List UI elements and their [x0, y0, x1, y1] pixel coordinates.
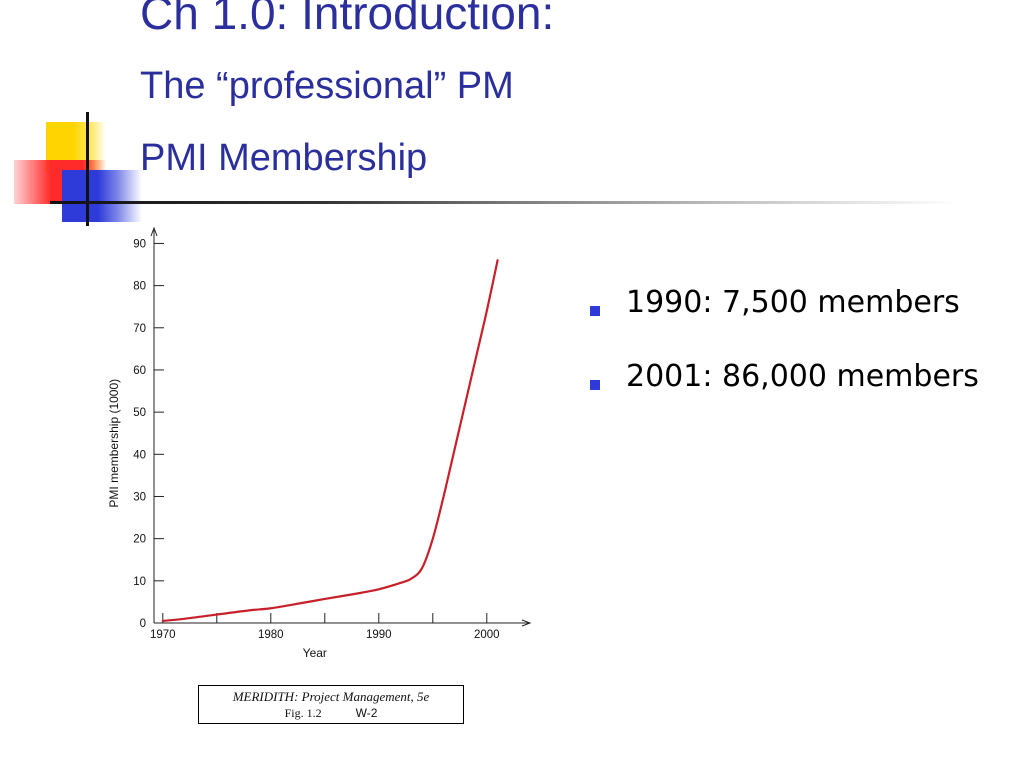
y-tick-label: 80 [133, 281, 146, 293]
bullet-item: 2001: 86,000 members [588, 358, 1008, 394]
caption-source: MERIDITH: Project Management, 5e [232, 689, 430, 704]
slide-title: Ch 1.0: Introduction: [140, 0, 555, 39]
y-tick-label: 50 [133, 407, 146, 419]
caption-code: W-2 [355, 706, 378, 720]
slide-subtitle-membership: PMI Membership [140, 137, 428, 179]
x-tick-label: 2000 [474, 629, 500, 641]
bullet-list: 1990: 7,500 members 2001: 86,000 members [588, 286, 1008, 434]
chart-ticks [154, 242, 488, 624]
caption-figure-number: Fig. 1.2 [284, 706, 322, 720]
bullet-text: 1990: 7,500 members [626, 285, 960, 320]
figure-caption-box: MERIDITH: Project Management, 5e Fig. 1.… [198, 685, 464, 724]
y-tick-label: 40 [133, 449, 146, 461]
bullet-square-icon [590, 306, 600, 316]
y-tick-label: 0 [140, 618, 146, 630]
logo-vertical-line [86, 112, 89, 226]
y-tick-label: 30 [133, 491, 146, 503]
slide-subtitle: The “professional” PM [140, 65, 514, 107]
y-axis-label: PMI membership (1000) [107, 379, 121, 508]
x-axis-arrow [521, 619, 532, 627]
y-tick-label: 20 [133, 534, 146, 546]
y-axis-arrow [150, 226, 158, 237]
bullet-square-icon [590, 379, 600, 390]
y-tick-label: 10 [133, 576, 146, 588]
membership-chart: 0 10 20 30 40 50 60 70 80 90 1970 1980 1990 2000 Year… [107, 226, 532, 660]
bullet-item: 1990: 7,500 members [588, 286, 1008, 320]
chart-series [161, 259, 499, 622]
x-tick-label: 1970 [150, 629, 176, 641]
y-tick-label: 60 [133, 365, 146, 377]
x-axis-label: Year [303, 646, 327, 660]
chart-axes [150, 226, 532, 627]
x-tick-label: 1990 [366, 629, 392, 641]
x-tick-label: 1980 [258, 629, 284, 641]
y-tick-label: 70 [133, 323, 146, 335]
y-tick-label: 90 [133, 238, 146, 250]
bullet-text: 2001: 86,000 members [626, 358, 979, 394]
logo-blue-block [62, 170, 142, 222]
chart-tick-labels: 0 10 20 30 40 50 60 70 80 90 1970 1980 1990 2000 [133, 238, 499, 641]
title-underline [50, 201, 960, 204]
membership-series-line [161, 259, 499, 622]
caption-figure-line: Fig. 1.2 W-2 [199, 706, 463, 721]
